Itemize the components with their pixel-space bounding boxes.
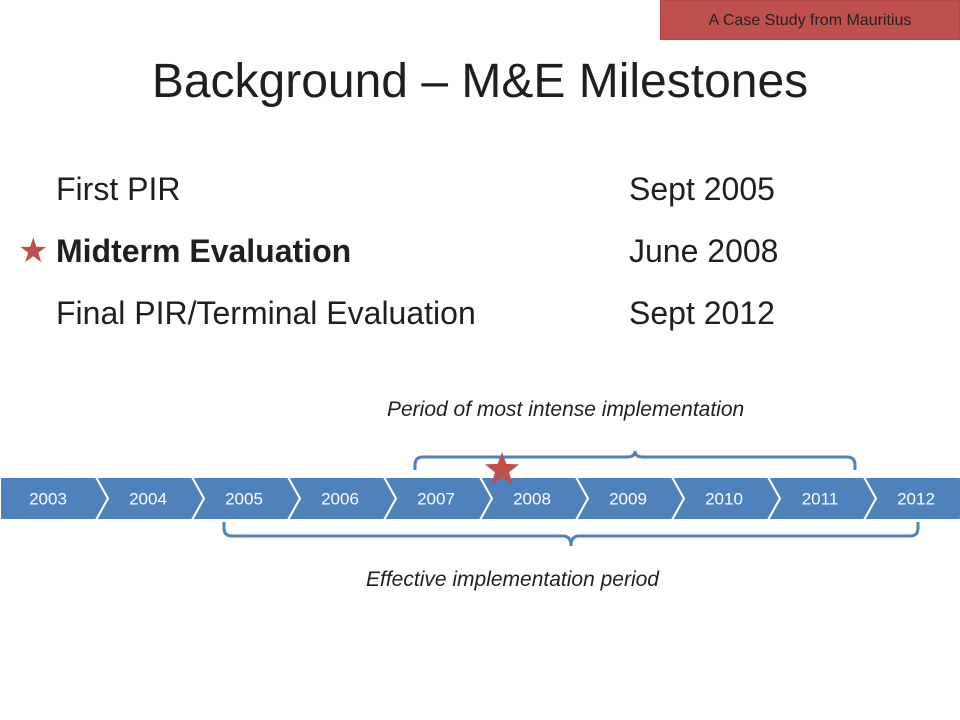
bracket-line <box>413 450 857 470</box>
milestone-date: Sept 2012 <box>629 295 775 331</box>
effective-period-label: Effective implementation period <box>366 568 659 591</box>
timeline: 2003 2004 2005 2006 2007 2008 2009 2010 2011 2012 <box>0 450 960 547</box>
milestone-name: Final PIR/Terminal Evaluation <box>56 295 476 331</box>
year-label: 2009 <box>609 490 647 509</box>
timeline-star-icon <box>484 452 520 485</box>
effective-period-bracket <box>222 522 920 547</box>
case-study-badge: A Case Study from Mauritius <box>660 0 960 40</box>
year-label: 2008 <box>513 490 551 509</box>
milestone-name: First PIR <box>56 171 181 207</box>
milestone-row: Final PIR/Terminal Evaluation Sept 2012 <box>56 282 876 344</box>
year-label: 2005 <box>225 490 263 509</box>
year-label: 2007 <box>417 490 455 509</box>
slide-title: Background – M&E Milestones <box>151 55 809 108</box>
milestone-name: Midterm Evaluation <box>56 233 352 269</box>
milestone-date: June 2008 <box>629 233 779 269</box>
intense-period-bracket <box>413 450 857 470</box>
star-icon: ★ <box>18 232 49 270</box>
year-label: 2006 <box>321 490 359 509</box>
intense-period-label: Period of most intense implementation <box>387 398 745 421</box>
year-label: 2003 <box>29 490 67 509</box>
milestone-row: First PIR Sept 2005 <box>56 158 876 220</box>
year-chevron <box>862 476 960 521</box>
bracket-line <box>222 522 920 547</box>
year-chevrons: 2003 2004 2005 2006 2007 2008 2009 2010 2011 2012 <box>0 476 960 521</box>
year-label: 2010 <box>705 490 743 509</box>
milestone-row: ★ Midterm Evaluation June 2008 <box>18 220 876 282</box>
milestone-list: First PIR Sept 2005 ★ Midterm Evaluation… <box>18 158 876 344</box>
star-icon <box>484 452 520 485</box>
milestone-date: Sept 2005 <box>629 171 775 207</box>
year-label: 2004 <box>129 490 167 509</box>
year-label: 2011 <box>802 490 839 509</box>
year-label: 2012 <box>897 490 935 509</box>
